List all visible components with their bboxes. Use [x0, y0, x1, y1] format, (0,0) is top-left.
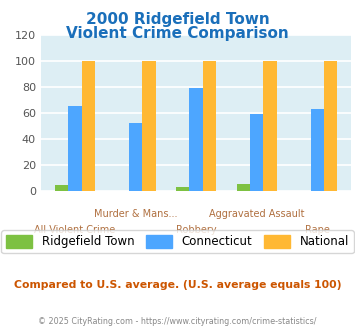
Legend: Ridgefield Town, Connecticut, National: Ridgefield Town, Connecticut, National [1, 230, 354, 253]
Text: Robbery: Robbery [176, 225, 217, 235]
Bar [237, 183, 250, 191]
Bar [190, 88, 203, 191]
Bar [82, 61, 95, 191]
Text: Rape: Rape [305, 225, 330, 235]
Bar [203, 61, 216, 191]
Text: Compared to U.S. average. (U.S. average equals 100): Compared to U.S. average. (U.S. average … [14, 280, 341, 290]
Bar [263, 61, 277, 191]
Text: Violent Crime Comparison: Violent Crime Comparison [66, 26, 289, 41]
Text: © 2025 CityRating.com - https://www.cityrating.com/crime-statistics/: © 2025 CityRating.com - https://www.city… [38, 317, 317, 326]
Bar [142, 61, 155, 191]
Bar [129, 123, 142, 191]
Text: Murder & Mans...: Murder & Mans... [94, 210, 177, 219]
Bar [250, 114, 263, 191]
Bar [324, 61, 337, 191]
Text: 2000 Ridgefield Town: 2000 Ridgefield Town [86, 12, 269, 26]
Text: Aggravated Assault: Aggravated Assault [209, 210, 305, 219]
Bar [311, 109, 324, 191]
Bar [68, 107, 82, 191]
Text: All Violent Crime: All Violent Crime [34, 225, 116, 235]
Bar [55, 185, 68, 191]
Bar [176, 187, 190, 191]
